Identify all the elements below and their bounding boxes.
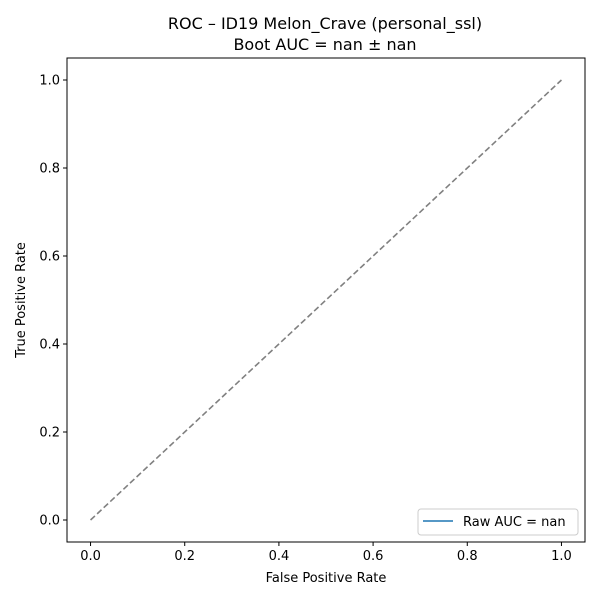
chart-title: ROC – ID19 Melon_Crave (personal_ssl) (168, 14, 482, 34)
axes-frame (66, 57, 586, 543)
legend: Raw AUC = nan (417, 508, 579, 536)
chart-subtitle: Boot AUC = nan ± nan (233, 35, 416, 54)
legend-box (417, 508, 579, 536)
y-tick-label: 1.0 (39, 74, 60, 89)
y-tick-label: 0.8 (39, 162, 60, 177)
x-axis-label: False Positive Rate (266, 571, 387, 586)
x-tick-label: 0.6 (363, 549, 384, 564)
y-tick-label: 0.2 (39, 426, 60, 441)
x-tick-label: 0.0 (80, 549, 101, 564)
x-tick-label: 0.8 (457, 549, 478, 564)
x-tick-label: 0.2 (174, 549, 195, 564)
x-tick-label: 0.4 (269, 549, 290, 564)
x-tick-label: 1.0 (551, 549, 572, 564)
chance-diagonal-line (89, 79, 563, 521)
legend-label: Raw AUC = nan (463, 515, 566, 530)
plot-area: 0.0 0.2 0.4 0.6 0.8 1.0 0.0 0.2 0.4 0.6 0.8 1.0 (39, 74, 571, 565)
y-axis-label: True Positive Rate (14, 242, 29, 359)
y-tick-label: 0.6 (39, 250, 60, 265)
y-tick-label: 0.0 (39, 514, 60, 529)
y-tick-label: 0.4 (39, 338, 60, 353)
